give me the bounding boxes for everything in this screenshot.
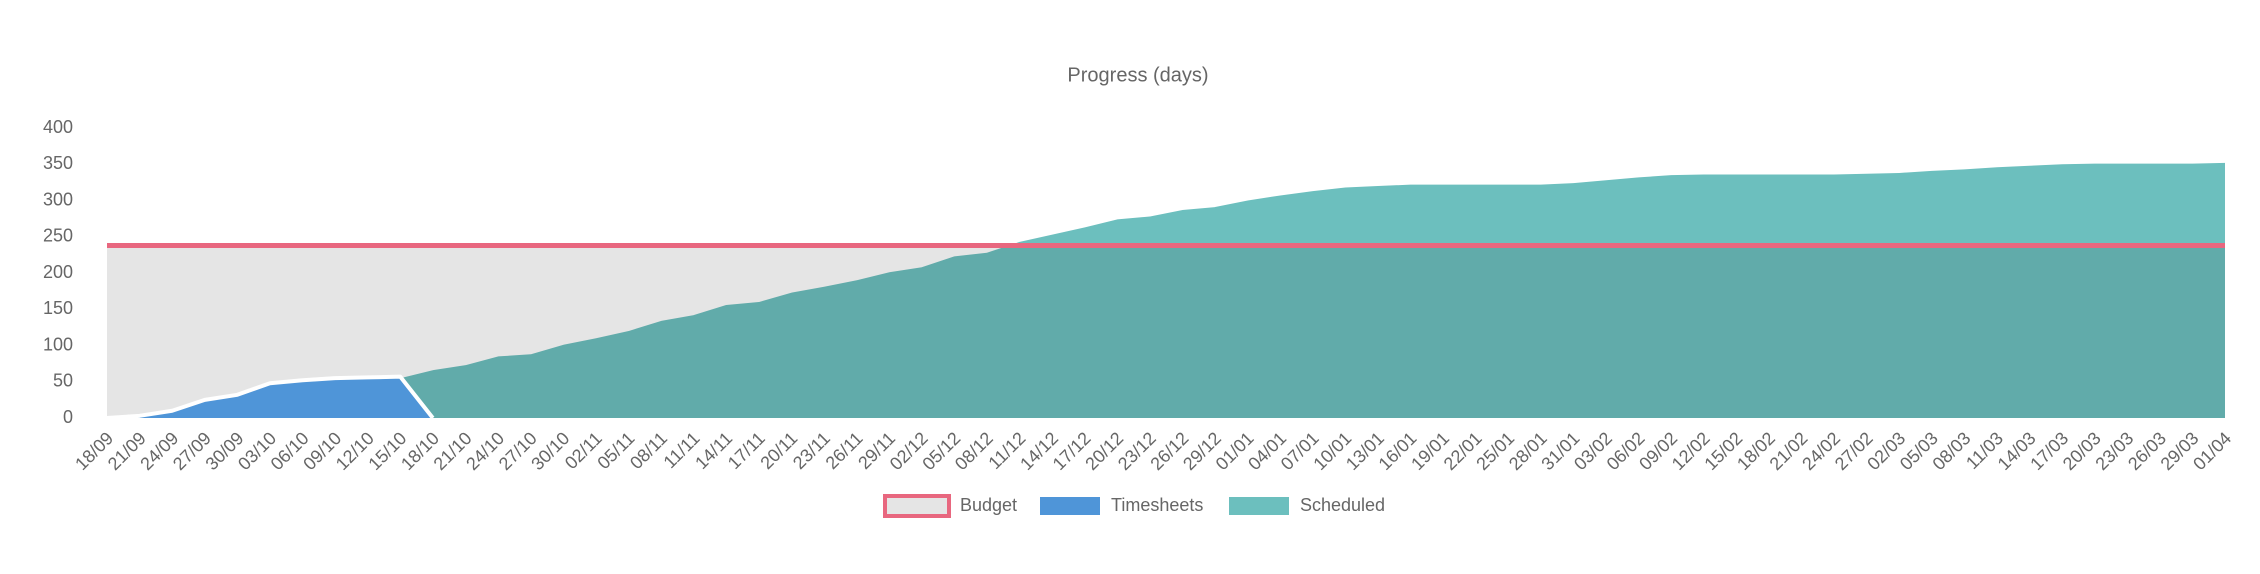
x-tick-label: 17/11 bbox=[724, 428, 769, 473]
x-tick-label: 02/11 bbox=[561, 428, 606, 473]
x-tick-label: 14/11 bbox=[691, 428, 736, 473]
legend-label: Scheduled bbox=[1300, 495, 1385, 515]
y-tick-label: 200 bbox=[43, 262, 73, 282]
x-tick-label: 05/11 bbox=[593, 428, 638, 473]
chart-title: Progress (days) bbox=[1067, 64, 1208, 86]
x-tick-label: 01/04 bbox=[2189, 428, 2235, 474]
area-line bbox=[106, 159, 2226, 420]
y-tick-label: 50 bbox=[53, 371, 73, 391]
legend-label: Timesheets bbox=[1111, 495, 1203, 515]
y-tick-label: 150 bbox=[43, 298, 73, 318]
x-tick-label: 30/10 bbox=[527, 428, 573, 474]
area bbox=[107, 245, 2225, 418]
legend-swatch bbox=[883, 494, 951, 518]
y-tick-label: 100 bbox=[43, 334, 73, 354]
y-tick-label: 400 bbox=[43, 117, 73, 137]
x-tick-label: 08/11 bbox=[626, 428, 671, 473]
area-line bbox=[106, 374, 435, 420]
x-tick-label: 08/03 bbox=[1929, 428, 1975, 474]
y-tick-label: 350 bbox=[43, 153, 73, 173]
area bbox=[107, 161, 2225, 418]
legend-swatch bbox=[1040, 497, 1100, 515]
x-tick-label: 08/12 bbox=[951, 428, 997, 474]
legend-label: Budget bbox=[960, 495, 1017, 515]
y-tick-label: 250 bbox=[43, 226, 73, 246]
x-tick-label: 23/11 bbox=[789, 428, 834, 473]
y-tick-label: 0 bbox=[63, 407, 73, 427]
area bbox=[107, 376, 433, 418]
y-tick-label: 300 bbox=[43, 189, 73, 209]
x-tick-label: 26/11 bbox=[822, 428, 867, 473]
x-tick-label: 20/11 bbox=[756, 428, 801, 473]
legend-swatch bbox=[1229, 497, 1289, 515]
